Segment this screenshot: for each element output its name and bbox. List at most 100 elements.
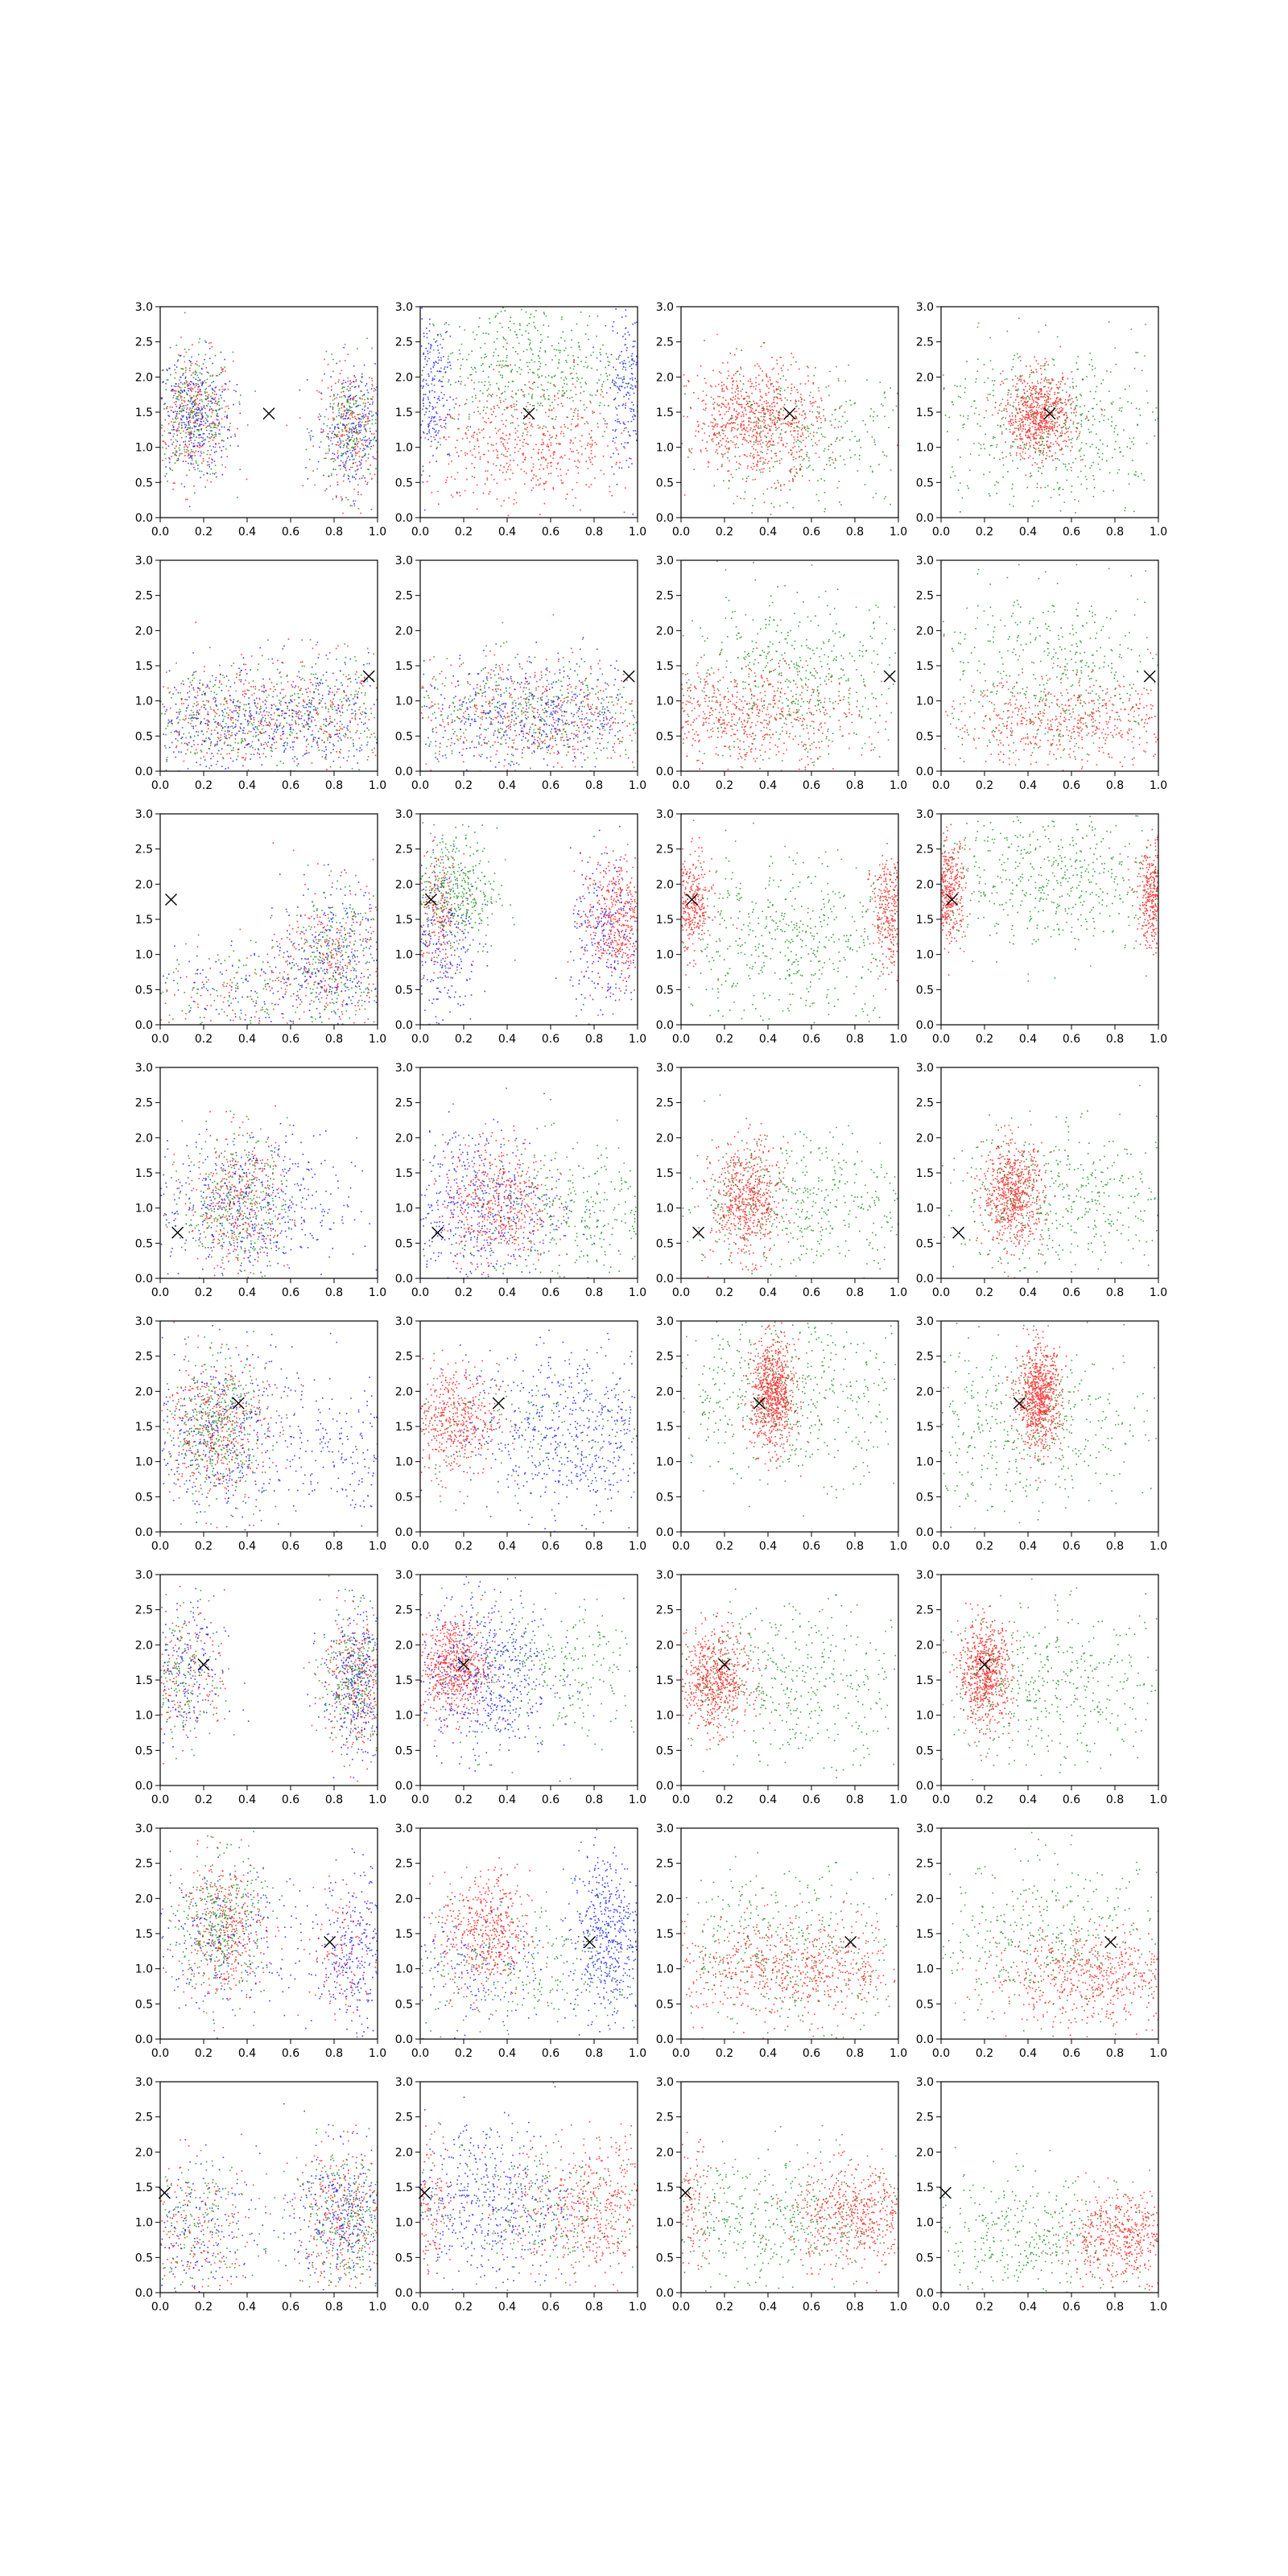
y-tick-label: 1.5 bbox=[656, 1674, 674, 1687]
x-tick-label: 0.4 bbox=[1019, 526, 1037, 539]
y-tick-label: 2.5 bbox=[395, 844, 413, 857]
y-tick-label: 1.0 bbox=[135, 949, 153, 962]
subplot-r4-c4: 0.0 0.2 0.4 0.6 0.8 1.0 0.0 0.5 1.0 1.5 2.0 2.5 3.0 bbox=[916, 1062, 1167, 1299]
y-tick-label: 0.0 bbox=[656, 1273, 674, 1286]
point-cluster-red-2 bbox=[1127, 828, 1158, 956]
y-tick-label: 1.5 bbox=[135, 914, 153, 927]
point-cluster-blue-2 bbox=[420, 2086, 610, 2293]
y-tick-label: 1.5 bbox=[135, 1167, 153, 1180]
y-tick-label: 0.5 bbox=[656, 1744, 674, 1757]
x-tick-label: 0.6 bbox=[803, 2047, 820, 2060]
x-tick-label: 0.8 bbox=[585, 1540, 603, 1553]
y-tick-label: 3.0 bbox=[916, 555, 934, 568]
point-cluster-red-1 bbox=[945, 1602, 1022, 1758]
x-tick-label: 0.6 bbox=[1063, 1540, 1080, 1553]
x-tick-label: 0.0 bbox=[932, 2047, 950, 2060]
x-tick-label: 0.8 bbox=[585, 2301, 603, 2314]
scatter-points bbox=[681, 1321, 897, 1517]
point-cluster-red-1 bbox=[160, 336, 249, 501]
y-tick-label: 3.0 bbox=[135, 1569, 153, 1582]
y-tick-label: 3.0 bbox=[916, 1569, 934, 1582]
y-tick-label: 1.5 bbox=[656, 2182, 674, 2194]
x-tick-label: 1.0 bbox=[1150, 526, 1167, 539]
y-tick-label: 3.0 bbox=[656, 1062, 674, 1075]
subplot-r2-c1: 0.0 0.2 0.4 0.6 0.8 1.0 0.0 0.5 1.0 1.5 2.0 2.5 3.0 bbox=[135, 555, 386, 792]
y-tick-label: 0.0 bbox=[656, 766, 674, 778]
subplot-r2-c4: 0.0 0.2 0.4 0.6 0.8 1.0 0.0 0.5 1.0 1.5 2.0 2.5 3.0 bbox=[916, 555, 1167, 792]
x-tick-label: 0.6 bbox=[542, 526, 559, 539]
x-marker bbox=[1143, 670, 1156, 683]
y-tick-label: 2.0 bbox=[916, 625, 934, 638]
x-tick-label: 1.0 bbox=[369, 1540, 386, 1553]
y-tick-label: 2.5 bbox=[916, 590, 934, 603]
scatter-points bbox=[681, 333, 898, 515]
x-tick-label: 0.8 bbox=[585, 2047, 603, 2060]
x-tick-label: 0.4 bbox=[498, 1286, 516, 1299]
point-cluster-green-5 bbox=[160, 1590, 235, 1760]
y-tick-label: 3.0 bbox=[395, 1823, 413, 1835]
x-tick-label: 0.2 bbox=[716, 1033, 733, 1046]
y-tick-label: 2.5 bbox=[395, 1351, 413, 1364]
x-tick-label: 0.8 bbox=[1106, 2047, 1124, 2060]
x-tick-label: 0.6 bbox=[1063, 2047, 1080, 2060]
y-tick-label: 2.5 bbox=[656, 590, 674, 603]
subplot-r8-c2: 0.0 0.2 0.4 0.6 0.8 1.0 0.0 0.5 1.0 1.5 2.0 2.5 3.0 bbox=[395, 2076, 646, 2314]
x-tick-label: 0.4 bbox=[759, 1540, 777, 1553]
y-tick-label: 2.0 bbox=[656, 2146, 674, 2159]
subplot-r3-c3: 0.0 0.2 0.4 0.6 0.8 1.0 0.0 0.5 1.0 1.5 2.0 2.5 3.0 bbox=[656, 808, 907, 1046]
x-marker bbox=[622, 670, 635, 683]
point-cluster-red-1 bbox=[161, 1321, 303, 1529]
x-tick-label: 0.6 bbox=[1063, 1033, 1080, 1046]
x-tick-label: 0.2 bbox=[455, 2301, 473, 2314]
subplot-r3-c2: 0.0 0.2 0.4 0.6 0.8 1.0 0.0 0.5 1.0 1.5 2.0 2.5 3.0 bbox=[395, 808, 646, 1046]
x-tick-label: 0.6 bbox=[282, 1794, 299, 1806]
y-tick-label: 1.5 bbox=[395, 660, 413, 673]
x-tick-label: 0.4 bbox=[498, 1540, 516, 1553]
x-tick-label: 0.4 bbox=[759, 1794, 777, 1806]
x-tick-label: 0.0 bbox=[151, 1540, 169, 1553]
y-tick-label: 0.5 bbox=[656, 477, 674, 489]
subplot-r3-c4: 0.0 0.2 0.4 0.6 0.8 1.0 0.0 0.5 1.0 1.5 2.0 2.5 3.0 bbox=[916, 808, 1167, 1046]
y-tick-label: 1.5 bbox=[916, 1167, 934, 1180]
x-marker bbox=[425, 894, 437, 906]
x-tick-label: 0.0 bbox=[411, 1794, 429, 1806]
y-tick-label: 0.0 bbox=[135, 512, 153, 525]
y-tick-label: 0.0 bbox=[656, 1019, 674, 1032]
point-cluster-red-1 bbox=[420, 1349, 517, 1497]
x-tick-label: 1.0 bbox=[369, 779, 386, 792]
y-tick-label: 0.5 bbox=[916, 1744, 934, 1757]
x-tick-label: 0.0 bbox=[672, 1794, 690, 1806]
point-cluster-red-1 bbox=[941, 824, 980, 976]
y-tick-label: 3.0 bbox=[916, 1062, 934, 1075]
y-tick-label: 0.5 bbox=[395, 1237, 413, 1250]
point-cluster-red-1 bbox=[681, 333, 898, 506]
x-marker bbox=[457, 1658, 470, 1671]
y-tick-label: 2.0 bbox=[916, 1385, 934, 1398]
x-tick-label: 0.4 bbox=[498, 2047, 516, 2060]
y-tick-label: 1.0 bbox=[395, 1203, 413, 1216]
subplot-r5-c4: 0.0 0.2 0.4 0.6 0.8 1.0 0.0 0.5 1.0 1.5 2.0 2.5 3.0 bbox=[916, 1315, 1167, 1553]
x-tick-label: 0.2 bbox=[455, 2047, 473, 2060]
y-tick-label: 2.0 bbox=[656, 625, 674, 638]
y-tick-label: 0.5 bbox=[395, 984, 413, 997]
y-tick-label: 2.0 bbox=[135, 371, 153, 384]
y-tick-label: 0.0 bbox=[395, 1273, 413, 1286]
subplot-r4-c2: 0.0 0.2 0.4 0.6 0.8 1.0 0.0 0.5 1.0 1.5 2.0 2.5 3.0 bbox=[395, 1062, 646, 1299]
y-tick-label: 2.0 bbox=[656, 1132, 674, 1145]
x-tick-label: 1.0 bbox=[890, 526, 907, 539]
y-tick-label: 1.5 bbox=[135, 660, 153, 673]
x-tick-label: 0.6 bbox=[282, 1540, 299, 1553]
y-tick-label: 1.0 bbox=[656, 696, 674, 708]
y-tick-label: 1.5 bbox=[395, 1928, 413, 1941]
y-tick-label: 0.5 bbox=[395, 1744, 413, 1757]
y-tick-label: 0.0 bbox=[916, 512, 934, 525]
point-cluster-red-1 bbox=[741, 1321, 820, 1477]
scatter-points bbox=[681, 560, 897, 771]
x-tick-label: 0.0 bbox=[411, 1033, 429, 1046]
x-tick-label: 0.2 bbox=[195, 1286, 213, 1299]
x-tick-label: 0.4 bbox=[238, 1794, 256, 1806]
y-tick-label: 1.0 bbox=[916, 2217, 934, 2230]
y-tick-label: 0.5 bbox=[395, 477, 413, 489]
y-tick-label: 2.0 bbox=[656, 371, 674, 384]
point-cluster-green-2 bbox=[941, 1321, 1158, 1530]
